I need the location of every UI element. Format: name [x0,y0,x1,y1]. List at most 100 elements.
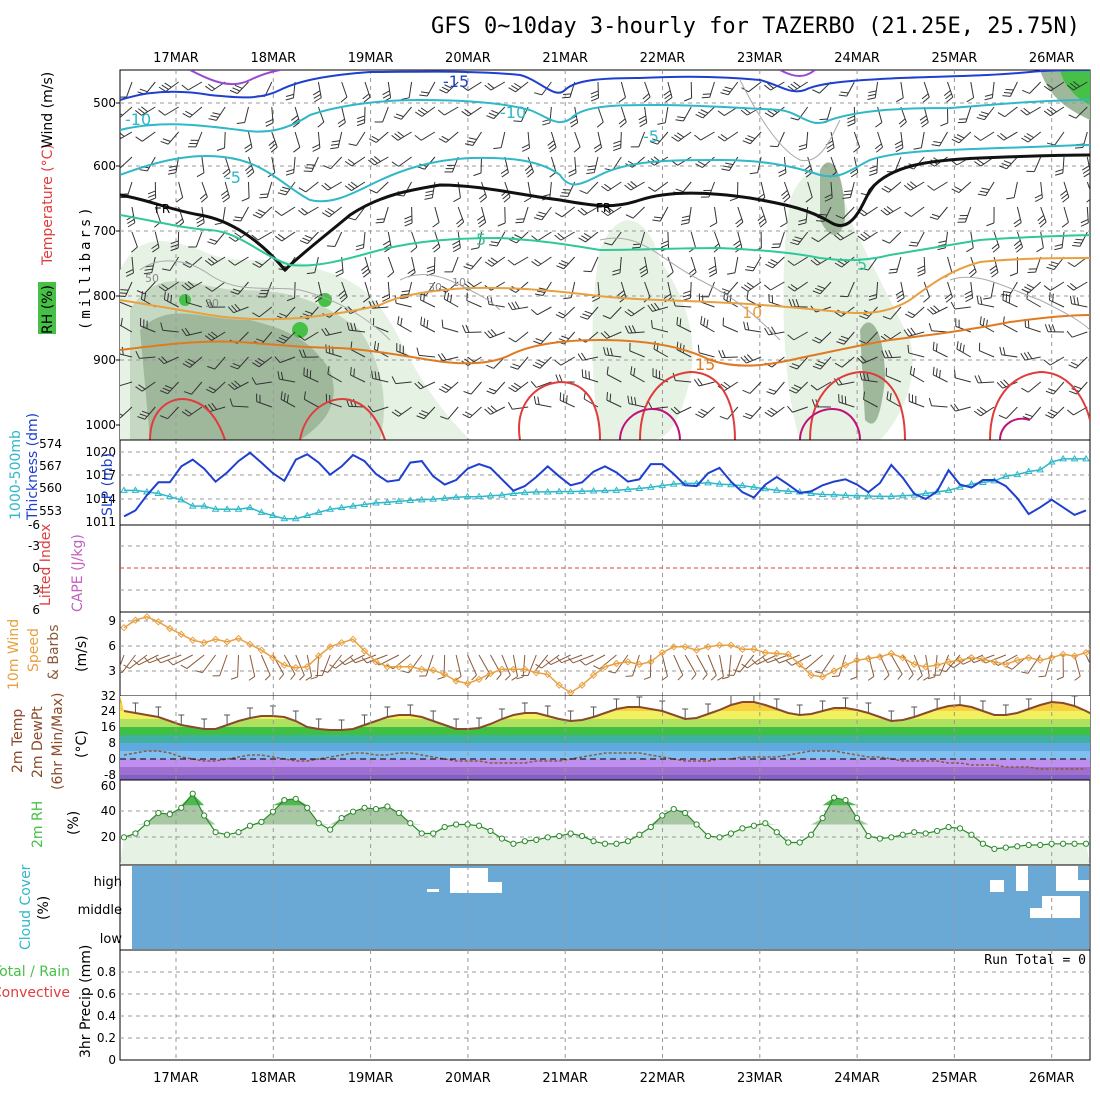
surface-barb-staff [1085,654,1090,665]
barb-flag [306,272,315,275]
barb-staff [863,206,878,217]
barb-staff [795,381,809,394]
barb-flag [1086,198,1090,203]
barb-flag [603,330,611,338]
barb-flag [612,268,621,273]
surface-barb-staff [522,654,526,677]
barb-staff [442,356,459,362]
thickness-marker [921,489,930,497]
surface-barb-flag [496,673,502,680]
barb-flag [533,340,541,345]
barb-flag [601,185,609,192]
barb-flag [675,119,684,122]
surface-barb-flag [908,673,914,680]
barb-staff [522,206,529,223]
barb-flag [562,188,571,191]
barb-flag [913,147,922,150]
barb-flag [721,288,730,292]
barb-flag [747,135,756,140]
barb-flag [881,187,889,193]
barb-flag [160,140,169,145]
surface-barb-flag [504,674,511,681]
barb-staff [211,281,226,292]
barb-flag [933,141,942,144]
rh-marker [533,836,540,844]
barb-flag [356,119,365,123]
barb-flag [227,306,234,314]
barb-staff [403,181,413,197]
barb-flag [568,168,576,174]
barb-staff [304,331,319,341]
rh-marker [223,831,231,838]
surface-barb-staff [202,654,217,673]
barb-flag [798,222,807,226]
barb-flag [929,216,938,220]
barb-staff [248,181,250,199]
barb-staff [1026,106,1041,116]
barb-flag [894,140,903,146]
barb-flag [904,211,912,217]
barb-staff [979,350,995,358]
temperature-tick: 32 [101,689,116,703]
temp-label-4: (°C) [74,730,90,758]
barb-flag [793,384,802,389]
wind-speed-marker [120,623,128,632]
barb-staff [563,256,576,270]
barb-flag [727,272,736,275]
barb-flag [309,370,312,379]
wind-speed-marker [647,658,655,666]
barb-staff [1054,131,1065,146]
wind-speed-marker [1013,656,1021,664]
barb-staff [709,81,715,98]
contour-plus15 [120,314,1090,367]
barb-staff [537,256,552,267]
barb-flag [350,322,354,331]
thickness-marker [624,485,632,492]
thickness-marker [761,484,770,492]
barb-staff [1016,231,1024,248]
barb-staff [515,331,529,343]
wind-speed-marker [440,670,449,679]
cloud-label: Cloud Cover [18,864,34,950]
pressure-tick: 600 [93,159,116,173]
barb-staff [400,106,412,120]
rh-marker [716,834,723,841]
wind-speed-markers [120,613,1090,696]
surface-barb-flag [677,674,684,681]
barb-flag [867,97,876,101]
barb-flag [795,299,800,307]
wind-speed-marker [223,638,231,646]
barb-flag [781,190,788,197]
barb-flag [743,107,751,114]
barb-flag [432,222,440,228]
barb-flag [484,408,491,415]
barb-staff [304,398,319,408]
barb-flag [771,326,777,334]
rh-marker [819,814,826,822]
barb-flag [798,143,807,148]
barb-flag [312,147,321,152]
barb-staff [745,329,762,333]
surface-barb-flag [867,675,875,681]
thickness-tick: 567 [39,459,62,473]
barb-flag [618,118,626,125]
barb-staff [877,106,883,123]
wind-speed-marker [406,663,415,671]
wind-speed-marker [681,643,689,651]
barb-flag [493,147,502,150]
thickness-marker [807,489,816,497]
barb-flag [767,261,776,266]
barb-flag [723,381,731,388]
thickness-tick: 560 [39,481,62,495]
barb-flag [461,85,469,91]
barb-flag [638,115,647,121]
barb-staff [726,281,739,295]
barb-staff [542,281,552,296]
barb-staff [970,281,974,298]
barb-staff [760,206,767,223]
barb-flag [467,281,475,288]
barb-flag [163,291,166,300]
surface-barb-flag [133,659,140,666]
barb-staff [916,231,925,247]
